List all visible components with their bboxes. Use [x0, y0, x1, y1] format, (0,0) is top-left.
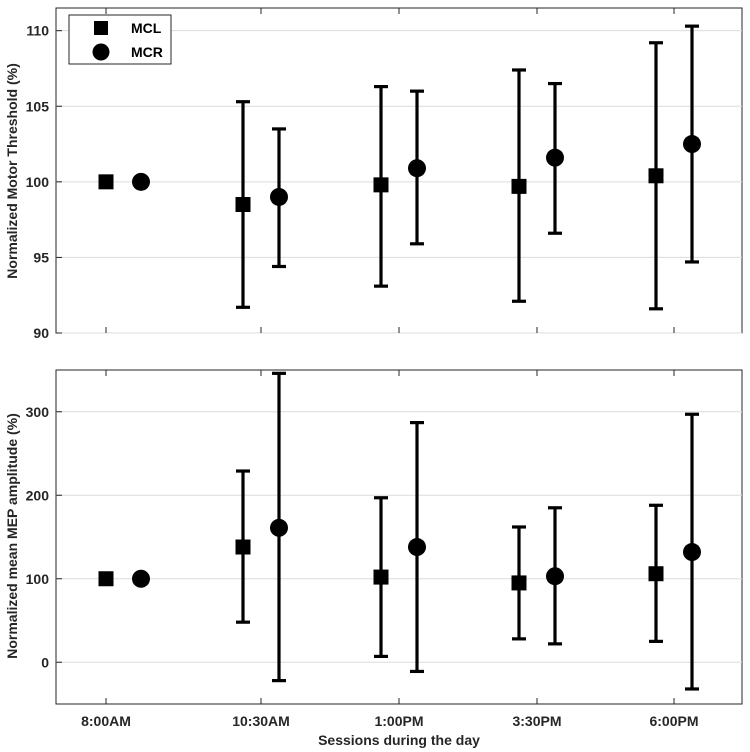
x-tick-label: 3:30PM: [512, 713, 561, 729]
bottom-mcr-point: [270, 518, 288, 537]
bottom-y-tick-label: 200: [26, 487, 50, 503]
bottom-y-ticks: 0 100 200 300: [26, 404, 62, 670]
bottom-mcl-point: [648, 566, 664, 582]
bottom-y-tick-label: 100: [26, 571, 50, 587]
legend-label-mcr: MCR: [131, 44, 163, 60]
top-mcr-point: [546, 148, 564, 167]
bottom-mcl-point: [235, 539, 251, 555]
top-y-ticks: 90 95 100 105 110: [26, 23, 62, 341]
legend-box: [68, 14, 172, 65]
top-mcr-point: [270, 187, 288, 206]
bottom-x-ticks: 8:00AM 10:30AM 1:00PM 3:30PM 6:00PM: [81, 370, 699, 729]
top-y-tick-label: 105: [26, 98, 50, 114]
top-mcl-point: [235, 197, 251, 213]
legend-label-mcl: MCL: [131, 20, 162, 36]
top-mcr-point: [132, 172, 150, 191]
x-tick-label: 1:00PM: [374, 713, 423, 729]
x-axis-label: Sessions during the day: [318, 732, 480, 748]
top-y-tick-label: 110: [26, 23, 49, 39]
bottom-y-tick-label: 300: [26, 404, 50, 420]
top-x-ticks: [105, 8, 675, 333]
bottom-mcr-point: [132, 569, 150, 588]
legend-square-marker: [94, 21, 108, 35]
top-mcl-point: [373, 177, 389, 193]
x-tick-label: 8:00AM: [81, 713, 131, 729]
x-tick-label: 10:30AM: [232, 713, 290, 729]
bottom-mcr-point: [683, 543, 701, 562]
top-mcr-point: [683, 135, 701, 154]
bottom-plot-area: [55, 369, 743, 705]
bottom-data-marks: [98, 371, 701, 691]
top-y-tick-label: 95: [33, 249, 49, 265]
top-mcr-point: [408, 159, 426, 178]
bottom-mcl-point: [98, 571, 114, 587]
top-mcl-point: [98, 174, 114, 190]
top-mcl-point: [648, 168, 664, 184]
bottom-mcl-point: [373, 569, 389, 585]
bottom-panel: 0 100 200 300 8:00AM 10:30AM 1:00PM 3:30PM 6:00…: [4, 369, 743, 748]
bottom-gridlines: [56, 411, 742, 663]
top-y-axis-label: Normalized Motor Threshold (%): [4, 63, 20, 278]
top-panel: 90 95 100 105 110 Normalized Motor Threshold…: [4, 7, 743, 341]
top-mcl-point: [511, 178, 527, 194]
x-tick-label: 6:00PM: [649, 713, 698, 729]
bottom-y-axis-label: Normalized mean MEP amplitude (%): [4, 413, 20, 659]
top-y-tick-label: 90: [33, 325, 49, 341]
bottom-y-tick-label: 0: [41, 654, 49, 670]
top-y-tick-label: 100: [26, 174, 50, 190]
bottom-mcr-point: [408, 538, 426, 557]
legend-circle-marker: [92, 43, 110, 61]
legend: MCL MCR: [68, 14, 172, 65]
bottom-mcl-point: [511, 575, 527, 591]
top-data-marks: [98, 24, 701, 311]
bottom-mcr-point: [546, 567, 564, 586]
